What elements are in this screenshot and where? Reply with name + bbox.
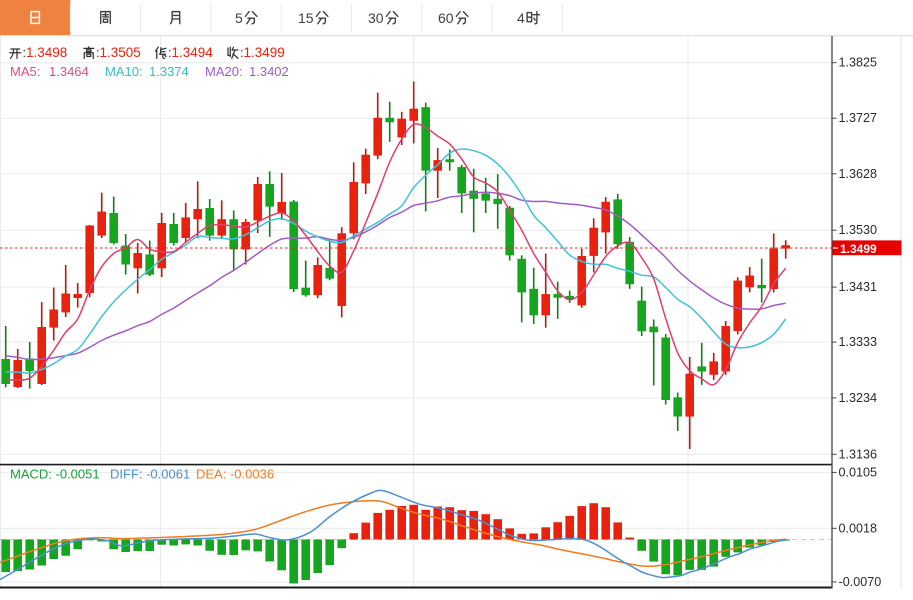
svg-text:1.3234: 1.3234 [839,391,878,405]
svg-text:1.3333: 1.3333 [839,335,878,349]
svg-text:MA5: 1.3464: MA5: 1.3464 [10,64,89,79]
svg-text:MA10: 1.3374: MA10: 1.3374 [105,64,189,79]
svg-text::: : [23,45,27,60]
svg-text:1.3825: 1.3825 [839,56,878,70]
svg-text:1.3727: 1.3727 [839,111,878,125]
svg-text:1.3628: 1.3628 [839,167,878,181]
svg-text::: : [168,45,172,60]
svg-text:1.3530: 1.3530 [839,223,878,237]
svg-text:1.3499: 1.3499 [840,242,877,256]
svg-text:-0.0070: -0.0070 [839,575,882,589]
svg-text:30: 30 [368,10,384,26]
svg-text:0.0018: 0.0018 [839,521,878,535]
svg-text:15: 15 [298,10,314,26]
svg-text:1.3505: 1.3505 [100,45,141,60]
svg-text:DEA: -0.0036: DEA: -0.0036 [196,467,274,482]
svg-text:60: 60 [438,10,454,26]
svg-text::: : [96,45,100,60]
svg-text:DIFF: -0.0061: DIFF: -0.0061 [110,467,190,482]
svg-text:1.3498: 1.3498 [26,45,67,60]
svg-text:0.0105: 0.0105 [839,465,878,479]
svg-text:1.3499: 1.3499 [244,45,285,60]
svg-text:MACD: -0.0051: MACD: -0.0051 [10,467,100,482]
svg-text:1.3494: 1.3494 [172,45,214,60]
svg-text:1.3136: 1.3136 [839,447,878,461]
svg-text::: : [240,45,244,60]
svg-text:4: 4 [517,10,525,26]
svg-text:5: 5 [235,10,243,26]
svg-text:1.3431: 1.3431 [839,280,878,294]
